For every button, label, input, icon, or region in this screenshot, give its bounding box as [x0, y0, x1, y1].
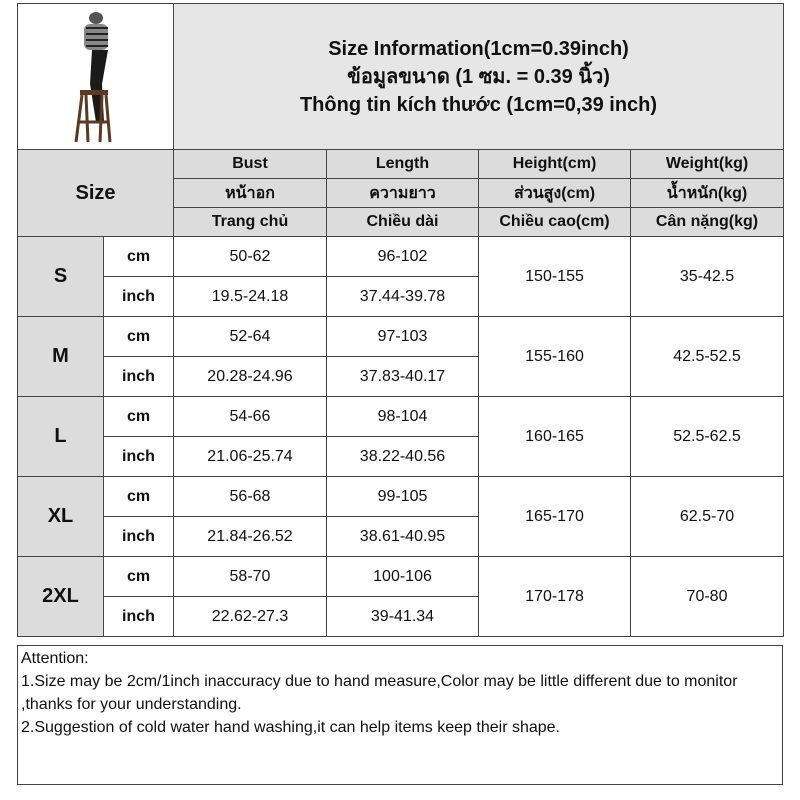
unit-inch-label: inch [103, 516, 174, 557]
bust-cm-cell: 50-62 [173, 236, 327, 277]
bust-inch-cell: 21.84-26.52 [173, 516, 327, 557]
size-label: L [17, 396, 104, 477]
table-row: inch 22.62-27.3 39-41.34 [18, 596, 784, 637]
column-header: Weight(kg) [629, 149, 785, 179]
length-cm-cell: 96-102 [326, 236, 479, 277]
size-header: Size [17, 149, 174, 237]
bust-inch-cell: 22.62-27.3 [173, 596, 327, 637]
attention-heading: Attention: [21, 650, 89, 667]
table-row: inch 20.28-24.96 37.83-40.17 [18, 356, 784, 397]
unit-inch-label: inch [103, 356, 174, 397]
size-chart-table: Size Information(1cm=0.39inch) ข้อมูลขนา… [17, 3, 785, 637]
product-photo [17, 3, 174, 150]
unit-inch-label: inch [103, 596, 174, 637]
weight-cell: 62.5-70 [629, 476, 785, 557]
length-cm-cell: 100-106 [326, 556, 479, 597]
column-header: Cân nặng(kg) [629, 207, 785, 237]
unit-cm-label: cm [103, 476, 174, 517]
column-header: Trang chủ [173, 207, 327, 237]
unit-cm-label: cm [103, 236, 174, 277]
column-header: ความยาว [326, 178, 479, 208]
length-cm-cell: 98-104 [326, 396, 479, 437]
unit-cm-label: cm [103, 316, 174, 357]
column-header: Bust [173, 149, 327, 179]
length-inch-cell: 37.83-40.17 [326, 356, 479, 397]
bust-cm-cell: 52-64 [173, 316, 327, 357]
weight-cell: 70-80 [629, 556, 785, 637]
size-label: XL [17, 476, 104, 557]
column-header: Chiều dài [326, 207, 479, 237]
column-header: Height(cm) [478, 149, 631, 179]
bust-inch-cell: 19.5-24.18 [173, 276, 327, 317]
title-english: Size Information(1cm=0.39inch) [328, 37, 629, 60]
title-vietnamese: Thông tin kích thước (1cm=0,39 inch) [299, 93, 658, 116]
size-label: S [17, 236, 104, 317]
height-cell: 160-165 [478, 396, 631, 477]
length-inch-cell: 38.61-40.95 [326, 516, 479, 557]
height-cell: 150-155 [478, 236, 631, 317]
column-header: หน้าอก [173, 178, 327, 208]
length-cm-cell: 99-105 [326, 476, 479, 517]
unit-cm-label: cm [103, 556, 174, 597]
bust-cm-cell: 56-68 [173, 476, 327, 517]
unit-cm-label: cm [103, 396, 174, 437]
column-header: Chiều cao(cm) [478, 207, 631, 237]
column-header: น้ำหนัก(kg) [629, 178, 785, 208]
length-inch-cell: 38.22-40.56 [326, 436, 479, 477]
size-label: 2XL [17, 556, 104, 637]
bust-inch-cell: 20.28-24.96 [173, 356, 327, 397]
unit-inch-label: inch [103, 436, 174, 477]
weight-cell: 52.5-62.5 [629, 396, 785, 477]
attention-note-1: 1.Size may be 2cm/1inch inaccuracy due t… [21, 673, 738, 713]
size-information-title: Size Information(1cm=0.39inch) ข้อมูลขนา… [172, 3, 785, 150]
model-on-stool-image [74, 12, 111, 143]
table-row: 2XL cm 58-70 100-106 170-178 70-80 [17, 556, 785, 637]
length-inch-cell: 39-41.34 [326, 596, 479, 637]
height-cell: 170-178 [478, 556, 631, 637]
height-cell: 155-160 [478, 316, 631, 397]
bust-inch-cell: 21.06-25.74 [173, 436, 327, 477]
length-inch-cell: 37.44-39.78 [326, 276, 479, 317]
table-row: inch 21.84-26.52 38.61-40.95 [18, 516, 784, 557]
table-row: XL cm 56-68 99-105 165-170 62.5-70 [17, 476, 785, 557]
bust-cm-cell: 54-66 [173, 396, 327, 437]
unit-inch-label: inch [103, 276, 174, 317]
column-header: ส่วนสูง(cm) [478, 178, 631, 208]
table-row: inch 19.5-24.18 37.44-39.78 [18, 276, 784, 317]
length-cm-cell: 97-103 [326, 316, 479, 357]
attention-note-2: 2.Suggestion of cold water hand washing,… [21, 719, 560, 736]
height-cell: 165-170 [478, 476, 631, 557]
weight-cell: 35-42.5 [629, 236, 785, 317]
weight-cell: 42.5-52.5 [629, 316, 785, 397]
bust-cm-cell: 58-70 [173, 556, 327, 597]
attention-notes: Attention: 1.Size may be 2cm/1inch inacc… [17, 645, 783, 785]
size-label: M [17, 316, 104, 397]
title-thai: ข้อมูลขนาด (1 ซม. = 0.39 นิ้ว) [347, 65, 610, 88]
column-header: Length [326, 149, 479, 179]
